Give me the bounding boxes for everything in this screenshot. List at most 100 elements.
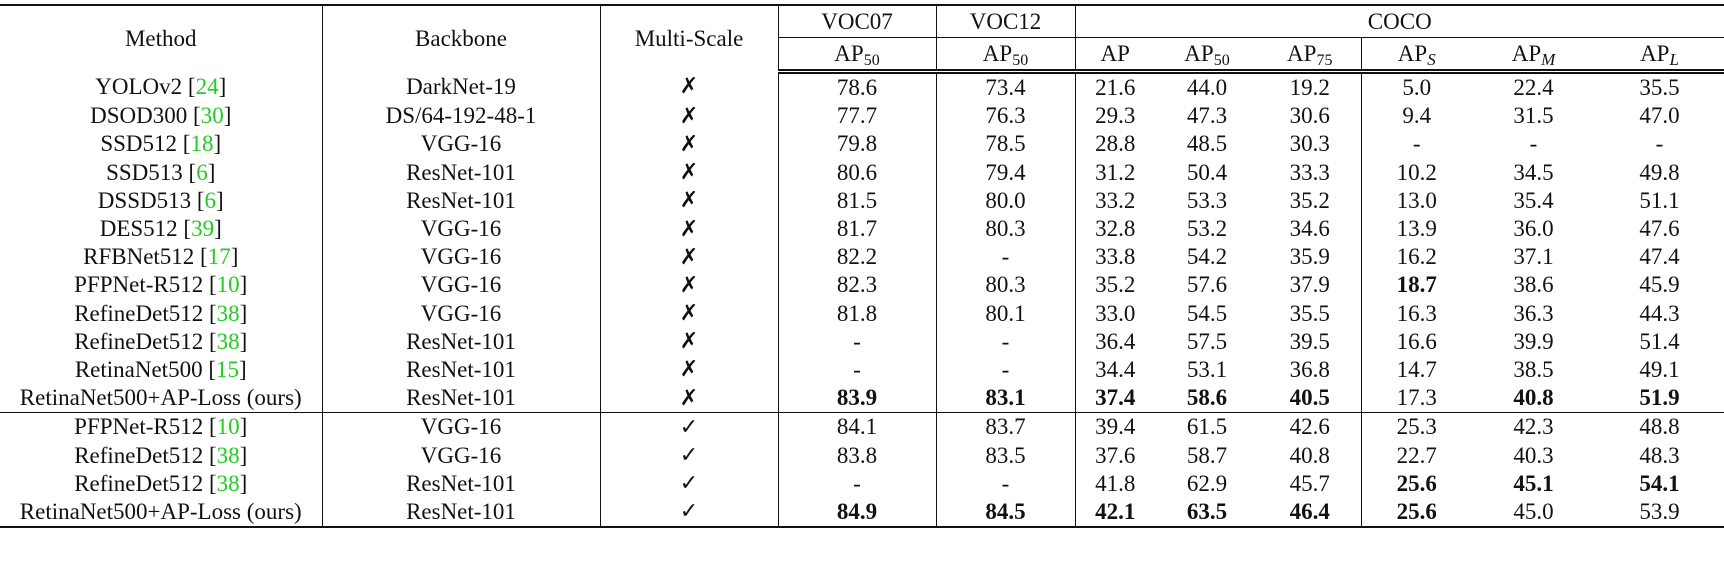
citation-link[interactable]: 6 bbox=[204, 187, 217, 213]
metric-value: 42.1 bbox=[1075, 497, 1155, 529]
multi-scale-cell: ✓ bbox=[600, 441, 779, 470]
method-name: DSSD513 bbox=[97, 187, 192, 213]
metric-value: - bbox=[936, 243, 1076, 272]
metric-value: 5.0 bbox=[1402, 75, 1432, 101]
citation-link[interactable]: 38 bbox=[216, 470, 240, 496]
table-row: YOLOv2 [24] DarkNet-19 ✗ 78.6 73.4 21.6 44.0 19… bbox=[0, 71, 1724, 103]
citation-link[interactable]: 18 bbox=[190, 131, 214, 157]
multi-scale-cell: ✗ bbox=[600, 271, 779, 300]
method-cell: RefineDet512 [38] bbox=[0, 327, 323, 356]
metric-value: 45.7 bbox=[1259, 469, 1362, 498]
metric-value: 83.8 bbox=[778, 441, 937, 470]
backbone-cell: VGG-16 bbox=[322, 299, 601, 328]
citation-link[interactable]: 6 bbox=[196, 159, 208, 185]
metric-value: - bbox=[936, 327, 1076, 356]
metric-value: - bbox=[1655, 131, 1664, 157]
cross-icon: ✗ bbox=[679, 103, 699, 129]
method-name: RefineDet512 bbox=[74, 300, 204, 326]
backbone-cell: ResNet-101 bbox=[322, 355, 601, 385]
subheader-metric: AP50 bbox=[936, 37, 1076, 74]
citation-link[interactable]: 17 bbox=[207, 244, 231, 270]
backbone-cell: ResNet-101 bbox=[322, 497, 601, 529]
table-row: SSD512 [18] VGG-16 ✗ 79.8 78.5 28.8 48.5 30.3 - -… bbox=[0, 130, 1724, 159]
subheader-metric: AP50 bbox=[1155, 37, 1259, 74]
metric-value: 32.8 bbox=[1095, 216, 1136, 242]
metric-value: 37.6 bbox=[1095, 442, 1136, 468]
citation-link[interactable]: 10 bbox=[216, 414, 240, 440]
metric-value: 30.3 bbox=[1259, 130, 1362, 159]
metric-value: 78.5 bbox=[936, 130, 1076, 159]
citation-link[interactable]: 38 bbox=[216, 328, 240, 354]
metric-value: 34.5 bbox=[1513, 159, 1554, 185]
subheader-metric: APL bbox=[1595, 37, 1724, 74]
cross-icon: ✗ bbox=[679, 272, 699, 298]
method-name: SSD513 bbox=[106, 159, 183, 185]
metric-value: 49.1 bbox=[1639, 356, 1680, 382]
metric-subscript: M bbox=[1541, 49, 1556, 69]
backbone-cell: ResNet-101 bbox=[322, 186, 601, 215]
citation-link[interactable]: 38 bbox=[216, 442, 240, 468]
metric-value: 40.3 bbox=[1513, 442, 1554, 468]
header-voc07: VOC07 bbox=[778, 4, 937, 38]
check-icon: ✓ bbox=[679, 443, 699, 469]
metric-value: 57.5 bbox=[1186, 328, 1228, 354]
method-name: RefineDet512 bbox=[74, 328, 204, 354]
metric-value: 79.8 bbox=[778, 130, 937, 159]
backbone-cell: DS/64-192-48-1 bbox=[322, 102, 601, 131]
metric-value: 80.3 bbox=[936, 271, 1076, 300]
method-name: PFPNet-R512 bbox=[74, 272, 204, 298]
metric-value: 73.4 bbox=[936, 71, 1076, 103]
multi-scale-cell: ✗ bbox=[600, 71, 779, 103]
citation-link[interactable]: 10 bbox=[216, 272, 240, 298]
header-multi-scale: Multi-Scale bbox=[600, 4, 779, 72]
method-cell: PFPNet-R512 [10] bbox=[0, 271, 323, 300]
metric-base: AP bbox=[1511, 40, 1542, 66]
metric-value: 41.8 bbox=[1095, 470, 1136, 496]
metric-value: 47.0 bbox=[1639, 103, 1680, 129]
citation-link[interactable]: 39 bbox=[191, 216, 215, 242]
multi-scale-cell: ✗ bbox=[600, 130, 779, 159]
method-name: RetinaNet500+AP-Loss (ours) bbox=[19, 498, 302, 524]
multi-scale-cell: ✗ bbox=[600, 355, 779, 385]
multi-scale-cell: ✗ bbox=[600, 158, 779, 187]
metric-value: 39.5 bbox=[1259, 327, 1362, 356]
metric-value: 37.9 bbox=[1259, 271, 1362, 300]
metric-value: 38.6 bbox=[1513, 272, 1554, 298]
metric-value: 44.0 bbox=[1186, 75, 1228, 101]
metric-value: 48.5 bbox=[1186, 131, 1228, 157]
backbone-cell: VGG-16 bbox=[322, 271, 601, 300]
metric-value: - bbox=[778, 469, 937, 498]
metric-value: 53.9 bbox=[1595, 497, 1724, 529]
multi-scale-cell: ✗ bbox=[600, 102, 779, 131]
metric-value: 36.3 bbox=[1513, 300, 1554, 326]
metric-value: 81.7 bbox=[778, 214, 937, 244]
table-row: RetinaNet500+AP-Loss (ours) ResNet-101 ✓ 84… bbox=[0, 497, 1724, 529]
citation-link[interactable]: 15 bbox=[216, 356, 239, 382]
metric-value: 31.5 bbox=[1513, 103, 1554, 129]
metric-value: 40.8 bbox=[1259, 441, 1362, 470]
method-name: RetinaNet500 bbox=[74, 356, 203, 382]
citation-link[interactable]: 30 bbox=[200, 103, 224, 129]
metric-value: 25.6 bbox=[1361, 497, 1472, 529]
citation-link[interactable]: 38 bbox=[216, 300, 240, 326]
metric-value: 35.4 bbox=[1513, 187, 1554, 213]
metric-value: 51.4 bbox=[1639, 328, 1680, 354]
backbone-cell: ResNet-101 bbox=[322, 384, 601, 413]
metric-value: 38.5 bbox=[1513, 356, 1554, 382]
method-cell: RetinaNet500 [15] bbox=[0, 355, 323, 385]
multi-scale-cell: ✗ bbox=[600, 186, 779, 215]
metric-value: 53.3 bbox=[1186, 187, 1228, 213]
cross-icon: ✗ bbox=[679, 216, 699, 242]
cross-icon: ✗ bbox=[679, 385, 699, 411]
metric-value: 84.5 bbox=[936, 497, 1076, 529]
method-name: SSD512 bbox=[100, 131, 178, 157]
metric-value: 54.5 bbox=[1186, 300, 1228, 326]
subheader-row: AP50 AP50 AP AP50 AP75 APS APM APL bbox=[0, 37, 1724, 74]
method-cell: RefineDet512 [38] bbox=[0, 299, 323, 328]
cross-icon: ✗ bbox=[679, 74, 699, 100]
cross-icon: ✗ bbox=[679, 244, 699, 270]
citation-link[interactable]: 24 bbox=[195, 73, 219, 99]
metric-value: 39.4 bbox=[1075, 412, 1155, 442]
metric-value: 49.8 bbox=[1639, 159, 1680, 185]
method-cell: SSD512 [18] bbox=[0, 130, 323, 159]
